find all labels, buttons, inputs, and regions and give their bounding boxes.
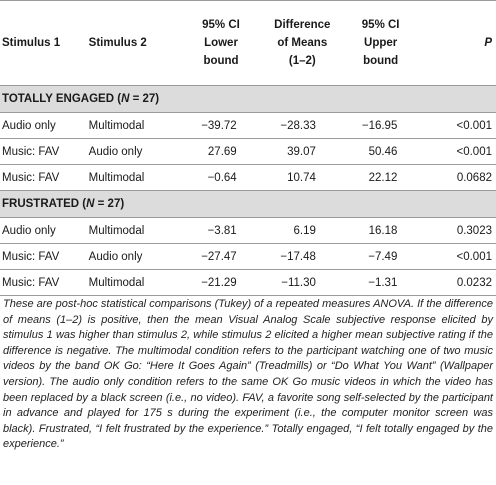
header-ci-lower: 95% CI Lower bound [183, 0, 259, 86]
header-stimulus-1: Stimulus 1 [0, 0, 89, 86]
header-ci-lower-line1: 95% CI [202, 19, 240, 31]
cell-difference: −28.33 [258, 112, 346, 139]
table-row: Music: FAV Multimodal −0.64 10.74 22.12 … [0, 164, 496, 191]
cell-ci-upper: −1.31 [345, 269, 416, 296]
group-label-n: N [121, 93, 130, 105]
cell-ci-upper: 22.12 [345, 164, 416, 191]
cell-stimulus-2: Multimodal [88, 269, 184, 296]
cell-ci-lower: −0.64 [183, 164, 259, 191]
group-header-totally-engaged: TOTALLY ENGAGED (N = 27) [0, 85, 496, 113]
cell-stimulus-1: Audio only [0, 217, 89, 244]
table-header-row: Stimulus 1 Stimulus 2 95% CI Lower bound… [0, 0, 496, 86]
cell-stimulus-1: Music: FAV [0, 243, 89, 270]
cell-p-value: 0.0682 [415, 164, 496, 191]
header-diff-line2: of Means [277, 37, 328, 49]
group-label: FRUSTRATED (N = 27) [0, 190, 496, 218]
cell-ci-lower: 27.69 [183, 138, 259, 165]
cell-stimulus-1: Music: FAV [0, 164, 89, 191]
cell-p-value: 0.0232 [415, 269, 496, 296]
cell-ci-upper: −16.95 [345, 112, 416, 139]
cell-stimulus-1: Music: FAV [0, 269, 89, 296]
cell-difference: −11.30 [258, 269, 346, 296]
cell-ci-lower: −3.81 [183, 217, 259, 244]
cell-p-value: <0.001 [415, 138, 496, 165]
cell-stimulus-2: Audio only [88, 243, 184, 270]
cell-ci-upper: −7.49 [345, 243, 416, 270]
header-ci-upper-line1: 95% CI [361, 19, 400, 31]
cell-ci-lower: −27.47 [183, 243, 259, 270]
statistics-table: Stimulus 1 Stimulus 2 95% CI Lower bound… [0, 0, 496, 296]
cell-stimulus-2: Multimodal [88, 164, 184, 191]
group-label-count: = 27) [129, 93, 160, 105]
header-p-value: P [415, 0, 496, 86]
header-stimulus-2: Stimulus 2 [88, 0, 184, 86]
table-row: Music: FAV Audio only −27.47 −17.48 −7.4… [0, 243, 496, 270]
header-ci-lower-line3: bound [203, 55, 239, 67]
header-p-label: P [484, 37, 492, 49]
cell-ci-lower: −21.29 [183, 269, 259, 296]
header-diff-line1: Difference [274, 19, 331, 31]
cell-difference: −17.48 [258, 243, 346, 270]
group-label-count: = 27) [94, 198, 125, 210]
cell-ci-upper: 16.18 [345, 217, 416, 244]
cell-difference: 39.07 [258, 138, 346, 165]
table-row: Music: FAV Audio only 27.69 39.07 50.46 … [0, 138, 496, 165]
group-label-text: FRUSTRATED ( [2, 198, 87, 210]
table-footnote: These are post-hoc statistical compariso… [3, 298, 493, 451]
group-label-text: TOTALLY ENGAGED ( [2, 93, 122, 105]
cell-stimulus-1: Audio only [0, 112, 89, 139]
cell-stimulus-2: Multimodal [88, 217, 184, 244]
cell-p-value: 0.3023 [415, 217, 496, 244]
group-label: TOTALLY ENGAGED (N = 27) [0, 85, 496, 113]
cell-ci-lower: −39.72 [183, 112, 259, 139]
cell-difference: 6.19 [258, 217, 346, 244]
header-ci-lower-line2: Lower [204, 37, 238, 49]
cell-difference: 10.74 [258, 164, 346, 191]
group-label-n: N [86, 198, 95, 210]
table-row: Music: FAV Multimodal −21.29 −11.30 −1.3… [0, 269, 496, 296]
cell-stimulus-2: Audio only [88, 138, 184, 165]
group-header-frustrated: FRUSTRATED (N = 27) [0, 190, 496, 218]
cell-stimulus-1: Music: FAV [0, 138, 89, 165]
cell-p-value: <0.001 [415, 243, 496, 270]
cell-p-value: <0.001 [415, 112, 496, 139]
header-difference-of-means: Difference of Means (1–2) [258, 0, 346, 86]
cell-ci-upper: 50.46 [345, 138, 416, 165]
header-ci-upper: 95% CI Upper bound [345, 0, 416, 86]
table-row: Audio only Multimodal −3.81 6.19 16.18 0… [0, 217, 496, 244]
header-ci-upper-line2: Upper [364, 37, 398, 49]
table-row: Audio only Multimodal −39.72 −28.33 −16.… [0, 112, 496, 139]
header-diff-line3: (1–2) [288, 55, 316, 67]
cell-stimulus-2: Multimodal [88, 112, 184, 139]
header-ci-upper-line3: bound [363, 55, 399, 67]
